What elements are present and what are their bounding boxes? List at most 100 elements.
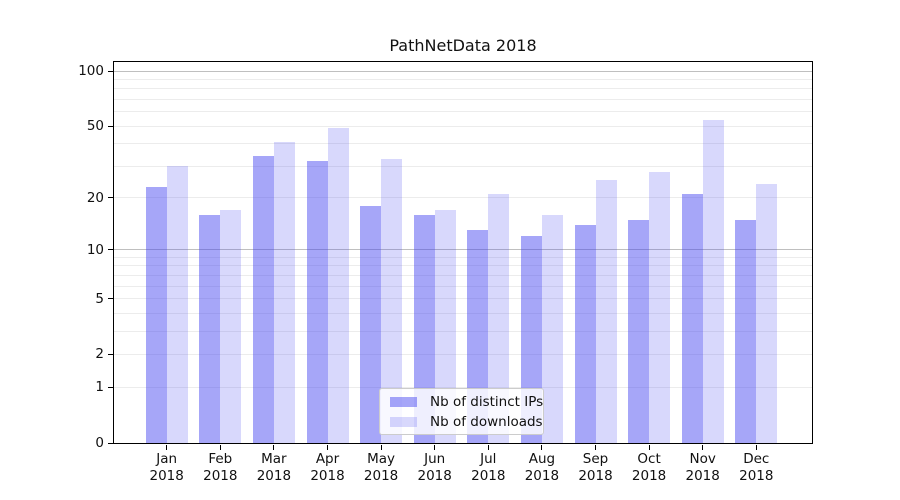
x-tick-month: Jun bbox=[424, 451, 446, 467]
y-tick-label: 5 bbox=[95, 290, 104, 307]
x-tick-label: Mar 2018 bbox=[242, 451, 306, 485]
x-tick-label: Apr 2018 bbox=[296, 451, 360, 485]
y-tick-label: 50 bbox=[86, 118, 104, 135]
x-tick-label: Feb 2018 bbox=[188, 451, 252, 485]
y-tick bbox=[108, 125, 113, 127]
x-tick-month: Nov bbox=[689, 451, 716, 467]
bar-downloads-mar bbox=[273, 141, 295, 443]
x-tick bbox=[166, 445, 168, 450]
x-tick-label: Oct 2018 bbox=[617, 451, 681, 485]
x-tick-label: Jul 2018 bbox=[456, 451, 520, 485]
x-tick-year: 2018 bbox=[310, 468, 345, 484]
major-gridline bbox=[114, 249, 812, 251]
minor-gridline bbox=[114, 274, 812, 276]
legend-item-downloads: Nb of downloads bbox=[386, 413, 543, 430]
x-tick-year: 2018 bbox=[631, 468, 667, 484]
x-tick-label: Jun 2018 bbox=[403, 451, 467, 485]
x-tick bbox=[380, 445, 382, 450]
y-tick bbox=[108, 197, 113, 199]
minor-gridline bbox=[114, 78, 812, 80]
x-tick-label: Jan 2018 bbox=[135, 451, 199, 485]
legend-item-distinct-ips: Nb of distinct IPs bbox=[386, 393, 543, 410]
x-tick-month: Jul bbox=[480, 451, 497, 467]
x-tick-year: 2018 bbox=[256, 468, 292, 484]
x-tick-month: Apr bbox=[315, 451, 340, 467]
legend: Nb of distinct IPs Nb of downloads bbox=[379, 388, 544, 435]
y-tick-label: 2 bbox=[95, 346, 104, 363]
plot-area bbox=[113, 61, 813, 444]
y-tick-label: 1 bbox=[95, 379, 104, 396]
x-tick bbox=[273, 445, 275, 450]
bar-distinct-ips-may bbox=[360, 205, 382, 443]
x-tick-year: 2018 bbox=[203, 468, 238, 484]
x-tick-label: Nov 2018 bbox=[671, 451, 735, 485]
bar-downloads-feb bbox=[220, 210, 242, 443]
x-tick bbox=[327, 445, 328, 450]
x-tick-month: Oct bbox=[637, 451, 661, 467]
minor-gridline bbox=[114, 386, 812, 388]
x-tick bbox=[702, 445, 704, 450]
chart-title: PathNetData 2018 bbox=[389, 36, 537, 55]
bar-distinct-ips-sep bbox=[574, 224, 596, 443]
x-tick-label: May 2018 bbox=[349, 451, 413, 485]
bar-downloads-jul bbox=[488, 193, 510, 443]
y-tick-label: 0 bbox=[95, 435, 104, 451]
x-tick-month: Dec bbox=[743, 451, 770, 467]
y-tick bbox=[108, 249, 113, 251]
minor-gridline bbox=[114, 165, 812, 167]
x-tick-year: 2018 bbox=[417, 468, 452, 484]
x-tick-year: 2018 bbox=[149, 468, 184, 484]
x-tick-label: Aug 2018 bbox=[510, 451, 574, 485]
x-tick-year: 2018 bbox=[524, 468, 560, 484]
minor-gridline bbox=[114, 330, 812, 332]
bar-distinct-ips-mar bbox=[252, 156, 274, 443]
bar-downloads-nov bbox=[702, 120, 724, 443]
major-gridline bbox=[114, 70, 812, 72]
bar-distinct-ips-feb bbox=[199, 214, 221, 443]
x-tick bbox=[541, 445, 543, 450]
minor-gridline bbox=[114, 265, 812, 267]
bar-downloads-jan bbox=[166, 166, 188, 443]
y-tick bbox=[108, 298, 113, 300]
legend-label-downloads: Nb of downloads bbox=[430, 413, 543, 430]
x-tick bbox=[648, 445, 650, 450]
bar-distinct-ips-nov bbox=[681, 193, 703, 443]
x-tick-month: Mar bbox=[261, 451, 287, 467]
bar-distinct-ips-apr bbox=[306, 161, 328, 443]
bar-downloads-dec bbox=[756, 183, 778, 443]
minor-gridline bbox=[114, 111, 812, 113]
x-tick-year: 2018 bbox=[578, 468, 613, 484]
y-tick-label: 10 bbox=[86, 241, 104, 258]
x-tick-month: Aug bbox=[528, 451, 556, 467]
y-tick-label: 20 bbox=[86, 189, 104, 206]
x-tick bbox=[595, 445, 596, 450]
minor-gridline bbox=[114, 312, 812, 314]
bar-downloads-jun bbox=[434, 210, 456, 443]
minor-gridline bbox=[114, 353, 812, 355]
y-tick bbox=[108, 70, 113, 72]
legend-swatch-downloads-icon bbox=[390, 416, 417, 427]
y-tick bbox=[108, 353, 113, 355]
legend-swatch-distinct-ips-icon bbox=[390, 396, 417, 407]
bar-downloads-may bbox=[381, 158, 403, 443]
x-tick-month: May bbox=[367, 451, 396, 467]
y-tick-label: 100 bbox=[78, 63, 104, 80]
minor-gridline bbox=[114, 125, 812, 127]
bar-distinct-ips-oct bbox=[628, 219, 650, 443]
x-tick-month: Jan bbox=[156, 451, 178, 467]
bar-downloads-aug bbox=[541, 214, 563, 443]
legend-label-distinct-ips: Nb of distinct IPs bbox=[430, 393, 544, 410]
minor-gridline bbox=[114, 143, 812, 145]
x-tick bbox=[487, 445, 489, 450]
minor-gridline bbox=[114, 98, 812, 100]
x-tick-label: Dec 2018 bbox=[724, 451, 788, 485]
minor-gridline bbox=[114, 298, 812, 300]
x-tick bbox=[434, 445, 436, 450]
x-tick-year: 2018 bbox=[739, 468, 774, 484]
minor-gridline bbox=[114, 285, 812, 287]
bar-distinct-ips-dec bbox=[735, 219, 757, 443]
bar-downloads-oct bbox=[649, 171, 671, 443]
minor-gridline bbox=[114, 197, 812, 199]
x-tick-month: Sep bbox=[582, 451, 609, 467]
